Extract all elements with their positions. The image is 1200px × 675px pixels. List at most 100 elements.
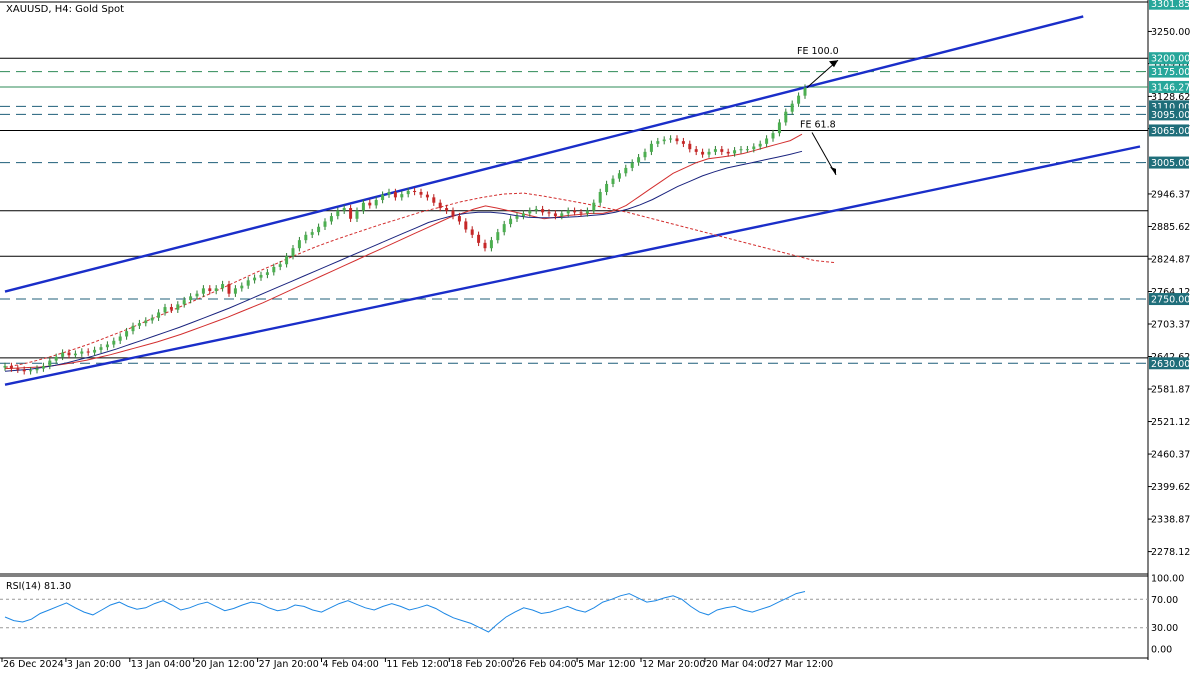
y-tick-label: 2278.12 — [1151, 547, 1190, 558]
candle-body — [566, 210, 570, 214]
candle — [470, 226, 474, 239]
candle — [208, 285, 212, 295]
candle — [483, 239, 487, 252]
candle — [406, 187, 410, 198]
candle-body — [112, 340, 116, 345]
candle — [22, 366, 26, 375]
candle — [765, 135, 769, 148]
candle — [9, 362, 13, 372]
candle — [489, 236, 493, 252]
price-tag — [1149, 52, 1189, 65]
candle-body — [208, 288, 212, 292]
candle — [3, 362, 7, 371]
candle — [201, 285, 205, 297]
candle-body — [547, 212, 551, 214]
candle — [662, 136, 666, 145]
candle — [61, 349, 65, 361]
candle-body — [9, 365, 13, 369]
price-tag — [1149, 124, 1189, 137]
candle — [630, 159, 634, 172]
candle-body — [61, 352, 65, 357]
candle — [278, 261, 282, 271]
candle — [451, 207, 455, 220]
candle — [496, 228, 500, 244]
candle — [649, 140, 653, 156]
annotations: FE 100.0 FE 61.8 — [797, 46, 839, 176]
y-tick-label: 2824.87 — [1151, 254, 1190, 265]
moving-averages — [4, 133, 836, 372]
candle-body — [656, 141, 660, 144]
price-tag-label: 3146.27 — [1151, 82, 1190, 93]
candle-body — [489, 240, 493, 249]
price-tag-label: 2750.00 — [1151, 295, 1190, 306]
candle — [400, 190, 404, 201]
candle — [419, 188, 423, 198]
candle — [438, 199, 442, 212]
candle-body — [41, 365, 45, 369]
candle-body — [534, 209, 538, 211]
candle — [35, 365, 39, 374]
candle — [67, 349, 71, 359]
price-tag-label: 3005.00 — [1151, 158, 1190, 169]
price-tag-label: 3065.00 — [1151, 126, 1190, 137]
candle-body — [694, 149, 698, 152]
candle-body — [598, 192, 602, 203]
y-tick-label: 2885.62 — [1151, 222, 1190, 233]
y-tick-label: 2581.87 — [1151, 385, 1190, 396]
candle-body — [451, 210, 455, 217]
candle — [157, 309, 161, 321]
candle — [457, 212, 461, 225]
candle-body — [797, 95, 801, 104]
candle-body — [374, 200, 378, 206]
candle-body — [355, 210, 359, 219]
candle-body — [585, 210, 589, 214]
candle — [656, 137, 660, 148]
candle — [720, 145, 724, 156]
candle — [374, 196, 378, 209]
x-tick-label: 3 Jan 20:00 — [67, 659, 121, 670]
y-tick-label: 2460.37 — [1151, 450, 1190, 461]
candle — [233, 285, 237, 297]
candle — [16, 365, 20, 373]
candle-body — [643, 151, 647, 158]
candle — [733, 147, 737, 157]
ma-line — [4, 150, 803, 372]
price-tag — [1149, 65, 1189, 78]
y-tick-label: 3189.87 — [1151, 59, 1190, 70]
candle-body — [669, 138, 673, 140]
candle-body — [771, 133, 775, 139]
candle-body — [553, 213, 557, 217]
candle — [637, 154, 641, 166]
candle — [541, 205, 545, 216]
candle-body — [35, 368, 39, 371]
price-tag — [1149, 156, 1189, 169]
candle — [317, 223, 321, 236]
candle — [694, 145, 698, 156]
candle — [464, 218, 468, 233]
candle-body — [745, 149, 749, 151]
candle — [329, 212, 333, 225]
candle-body — [637, 157, 641, 163]
x-tick-label: 18 Feb 20:00 — [450, 659, 512, 670]
candle-body — [189, 296, 193, 301]
candle — [125, 327, 129, 340]
candle — [413, 187, 417, 196]
candle — [112, 337, 116, 348]
price-tag-label: 3110.00 — [1151, 102, 1190, 113]
candle-body — [688, 143, 692, 150]
candle-body — [259, 274, 263, 278]
candle — [592, 199, 596, 214]
candle-body — [477, 234, 481, 243]
candle — [745, 145, 749, 153]
candle — [701, 148, 705, 158]
candle-body — [592, 202, 596, 211]
candle — [771, 129, 775, 142]
candle — [227, 280, 231, 297]
candle — [272, 263, 276, 276]
rsi-tick-label: 100.00 — [1151, 574, 1184, 585]
candle-body — [131, 325, 135, 332]
candle-body — [649, 143, 653, 152]
x-tick-label: 4 Feb 04:00 — [323, 659, 379, 670]
candle — [502, 220, 506, 236]
candles — [3, 84, 807, 375]
